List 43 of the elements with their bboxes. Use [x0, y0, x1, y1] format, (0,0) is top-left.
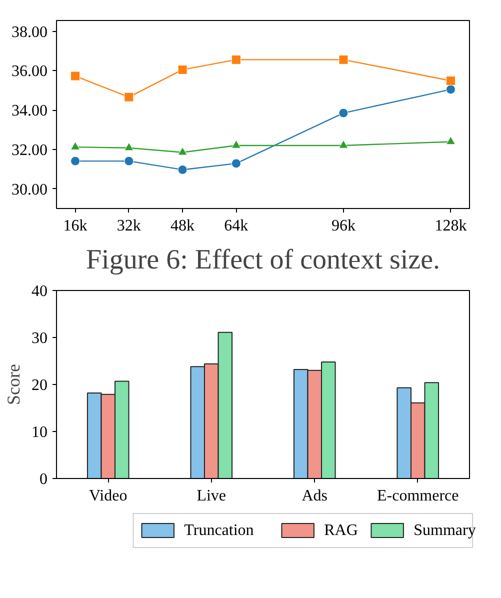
x-tick-label: 96k	[331, 218, 356, 234]
point	[446, 84, 456, 94]
point	[338, 140, 348, 148]
legend-label: RAG	[324, 522, 358, 539]
y-tick-label: 0	[40, 471, 48, 488]
point	[70, 156, 80, 166]
y-tick-label: 32.00	[12, 142, 48, 159]
point	[124, 156, 134, 166]
legend-label: Summary	[414, 522, 476, 539]
x-tick-label: Video	[89, 488, 128, 504]
y-tick-label: 36.00	[12, 63, 48, 80]
point	[231, 158, 241, 168]
legend-label: Truncation	[184, 522, 254, 539]
point	[231, 140, 241, 148]
point	[124, 92, 134, 102]
point	[124, 142, 134, 151]
x-tick-label: 48k	[170, 218, 195, 234]
y-axis-title: Score	[4, 364, 24, 405]
point	[178, 164, 188, 174]
x-tick-label: 32k	[116, 218, 141, 234]
point	[446, 136, 456, 145]
x-tick-label: 16k	[63, 218, 88, 234]
x-tick-label: E-commerce	[377, 488, 459, 504]
point	[231, 54, 241, 64]
point	[338, 108, 348, 118]
point	[70, 71, 80, 81]
point	[70, 142, 80, 150]
point	[178, 146, 188, 156]
caption: Figure 6: Effect of context size.	[86, 244, 440, 276]
y-tick-label: 30	[32, 330, 48, 347]
y-tick-label: 40	[32, 283, 48, 300]
y-tick-label: 34.00	[12, 102, 48, 120]
y-tick-label: 20	[32, 377, 48, 394]
y-tick-label: 10	[32, 424, 48, 441]
y-tick-label: 38.00	[12, 24, 48, 41]
point	[178, 64, 188, 74]
x-tick-label: Live	[196, 488, 226, 504]
point	[446, 76, 456, 86]
x-tick-label: Ads	[302, 488, 328, 504]
x-tick-label: 128k	[434, 218, 467, 234]
y-tick-label: 30.00	[12, 181, 48, 198]
point	[338, 54, 348, 64]
x-tick-label: 64k	[224, 218, 248, 234]
